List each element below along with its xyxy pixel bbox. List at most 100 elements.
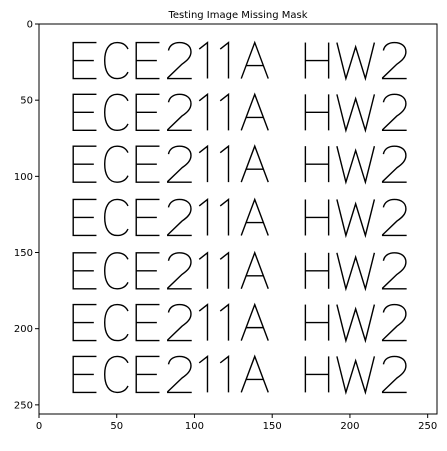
glyph-A xyxy=(241,43,268,79)
glyph-1 xyxy=(220,43,228,79)
glyph-E xyxy=(136,199,159,235)
glyph-W xyxy=(337,253,375,289)
glyph-stroke xyxy=(241,253,268,289)
glyph-E xyxy=(136,43,159,79)
glyph-stroke xyxy=(220,94,228,130)
glyph-E xyxy=(73,146,96,182)
text-row xyxy=(73,356,406,392)
glyph-stroke xyxy=(337,199,375,235)
glyph-stroke xyxy=(383,305,407,341)
glyph-stroke xyxy=(105,199,128,235)
glyph-stroke xyxy=(199,253,207,289)
glyph-C xyxy=(105,43,128,79)
glyph-stroke xyxy=(105,94,128,130)
glyph-1 xyxy=(199,94,207,130)
y-tick-label: 250 xyxy=(14,400,33,411)
y-tick-label: 200 xyxy=(14,324,33,335)
text-row xyxy=(73,43,406,79)
y-tick-label: 100 xyxy=(14,172,33,183)
glyph-stroke xyxy=(241,43,268,79)
glyph-W xyxy=(337,94,375,130)
glyph-stroke xyxy=(241,199,268,235)
glyph-stroke xyxy=(220,199,228,235)
glyph-W xyxy=(337,305,375,341)
glyph-stroke xyxy=(168,43,192,79)
glyph-A xyxy=(241,199,268,235)
glyph-stroke xyxy=(383,199,407,235)
plot-area xyxy=(38,23,438,415)
glyph-stroke xyxy=(220,146,228,182)
glyph-2 xyxy=(383,305,407,341)
glyph-stroke xyxy=(105,43,128,79)
glyph-A xyxy=(241,146,268,182)
glyph-stroke xyxy=(168,146,192,182)
glyph-2 xyxy=(168,146,192,182)
glyph-2 xyxy=(168,43,192,79)
glyph-stroke xyxy=(337,305,375,341)
glyph-E xyxy=(73,356,96,392)
glyph-1 xyxy=(199,253,207,289)
text-row xyxy=(73,146,406,182)
glyph-E xyxy=(73,253,96,289)
glyph-W xyxy=(337,356,375,392)
glyph-1 xyxy=(220,146,228,182)
glyph-1 xyxy=(220,305,228,341)
glyph-stroke xyxy=(383,253,407,289)
glyph-stroke xyxy=(199,356,207,392)
x-tick-label: 250 xyxy=(418,421,437,432)
glyph-stroke xyxy=(168,305,192,341)
glyph-stroke xyxy=(220,305,228,341)
glyph-stroke xyxy=(168,199,192,235)
glyph-2 xyxy=(383,146,407,182)
glyph-C xyxy=(105,94,128,130)
glyph-E xyxy=(136,305,159,341)
x-axis: 0 50 100 150 200 250 xyxy=(36,414,437,432)
glyph-stroke xyxy=(220,43,228,79)
glyph-C xyxy=(105,199,128,235)
glyph-stroke xyxy=(168,253,192,289)
glyph-E xyxy=(73,199,96,235)
glyph-stroke xyxy=(241,94,268,130)
glyph-1 xyxy=(220,253,228,289)
glyph-stroke xyxy=(383,94,407,130)
glyph-stroke xyxy=(199,94,207,130)
glyph-2 xyxy=(168,305,192,341)
y-tick-label: 150 xyxy=(14,248,33,259)
glyph-E xyxy=(136,146,159,182)
glyph-W xyxy=(337,43,375,79)
glyph-E xyxy=(136,253,159,289)
glyph-H xyxy=(305,305,328,341)
glyph-stroke xyxy=(199,199,207,235)
glyph-H xyxy=(305,94,328,130)
glyph-A xyxy=(241,356,268,392)
x-tick-label: 200 xyxy=(340,421,359,432)
glyph-stroke xyxy=(337,43,375,79)
glyph-C xyxy=(105,146,128,182)
glyph-stroke xyxy=(337,94,375,130)
glyph-1 xyxy=(199,356,207,392)
glyph-stroke xyxy=(105,356,128,392)
glyph-A xyxy=(241,253,268,289)
glyph-1 xyxy=(220,356,228,392)
y-axis: 0 50 100 150 200 250 xyxy=(14,20,39,411)
image-content xyxy=(73,43,406,393)
glyph-stroke xyxy=(220,253,228,289)
glyph-H xyxy=(305,199,328,235)
text-row xyxy=(73,94,406,130)
glyph-stroke xyxy=(105,253,128,289)
glyph-W xyxy=(337,146,375,182)
y-tick-label: 50 xyxy=(20,96,33,107)
glyph-C xyxy=(105,305,128,341)
glyph-stroke xyxy=(241,146,268,182)
x-tick-label: 150 xyxy=(263,421,282,432)
glyph-stroke xyxy=(105,146,128,182)
text-row xyxy=(73,305,406,341)
glyph-2 xyxy=(168,356,192,392)
glyph-2 xyxy=(168,94,192,130)
glyph-2 xyxy=(383,253,407,289)
glyph-stroke xyxy=(168,94,192,130)
glyph-A xyxy=(241,305,268,341)
glyph-E xyxy=(73,94,96,130)
glyph-stroke xyxy=(337,356,375,392)
